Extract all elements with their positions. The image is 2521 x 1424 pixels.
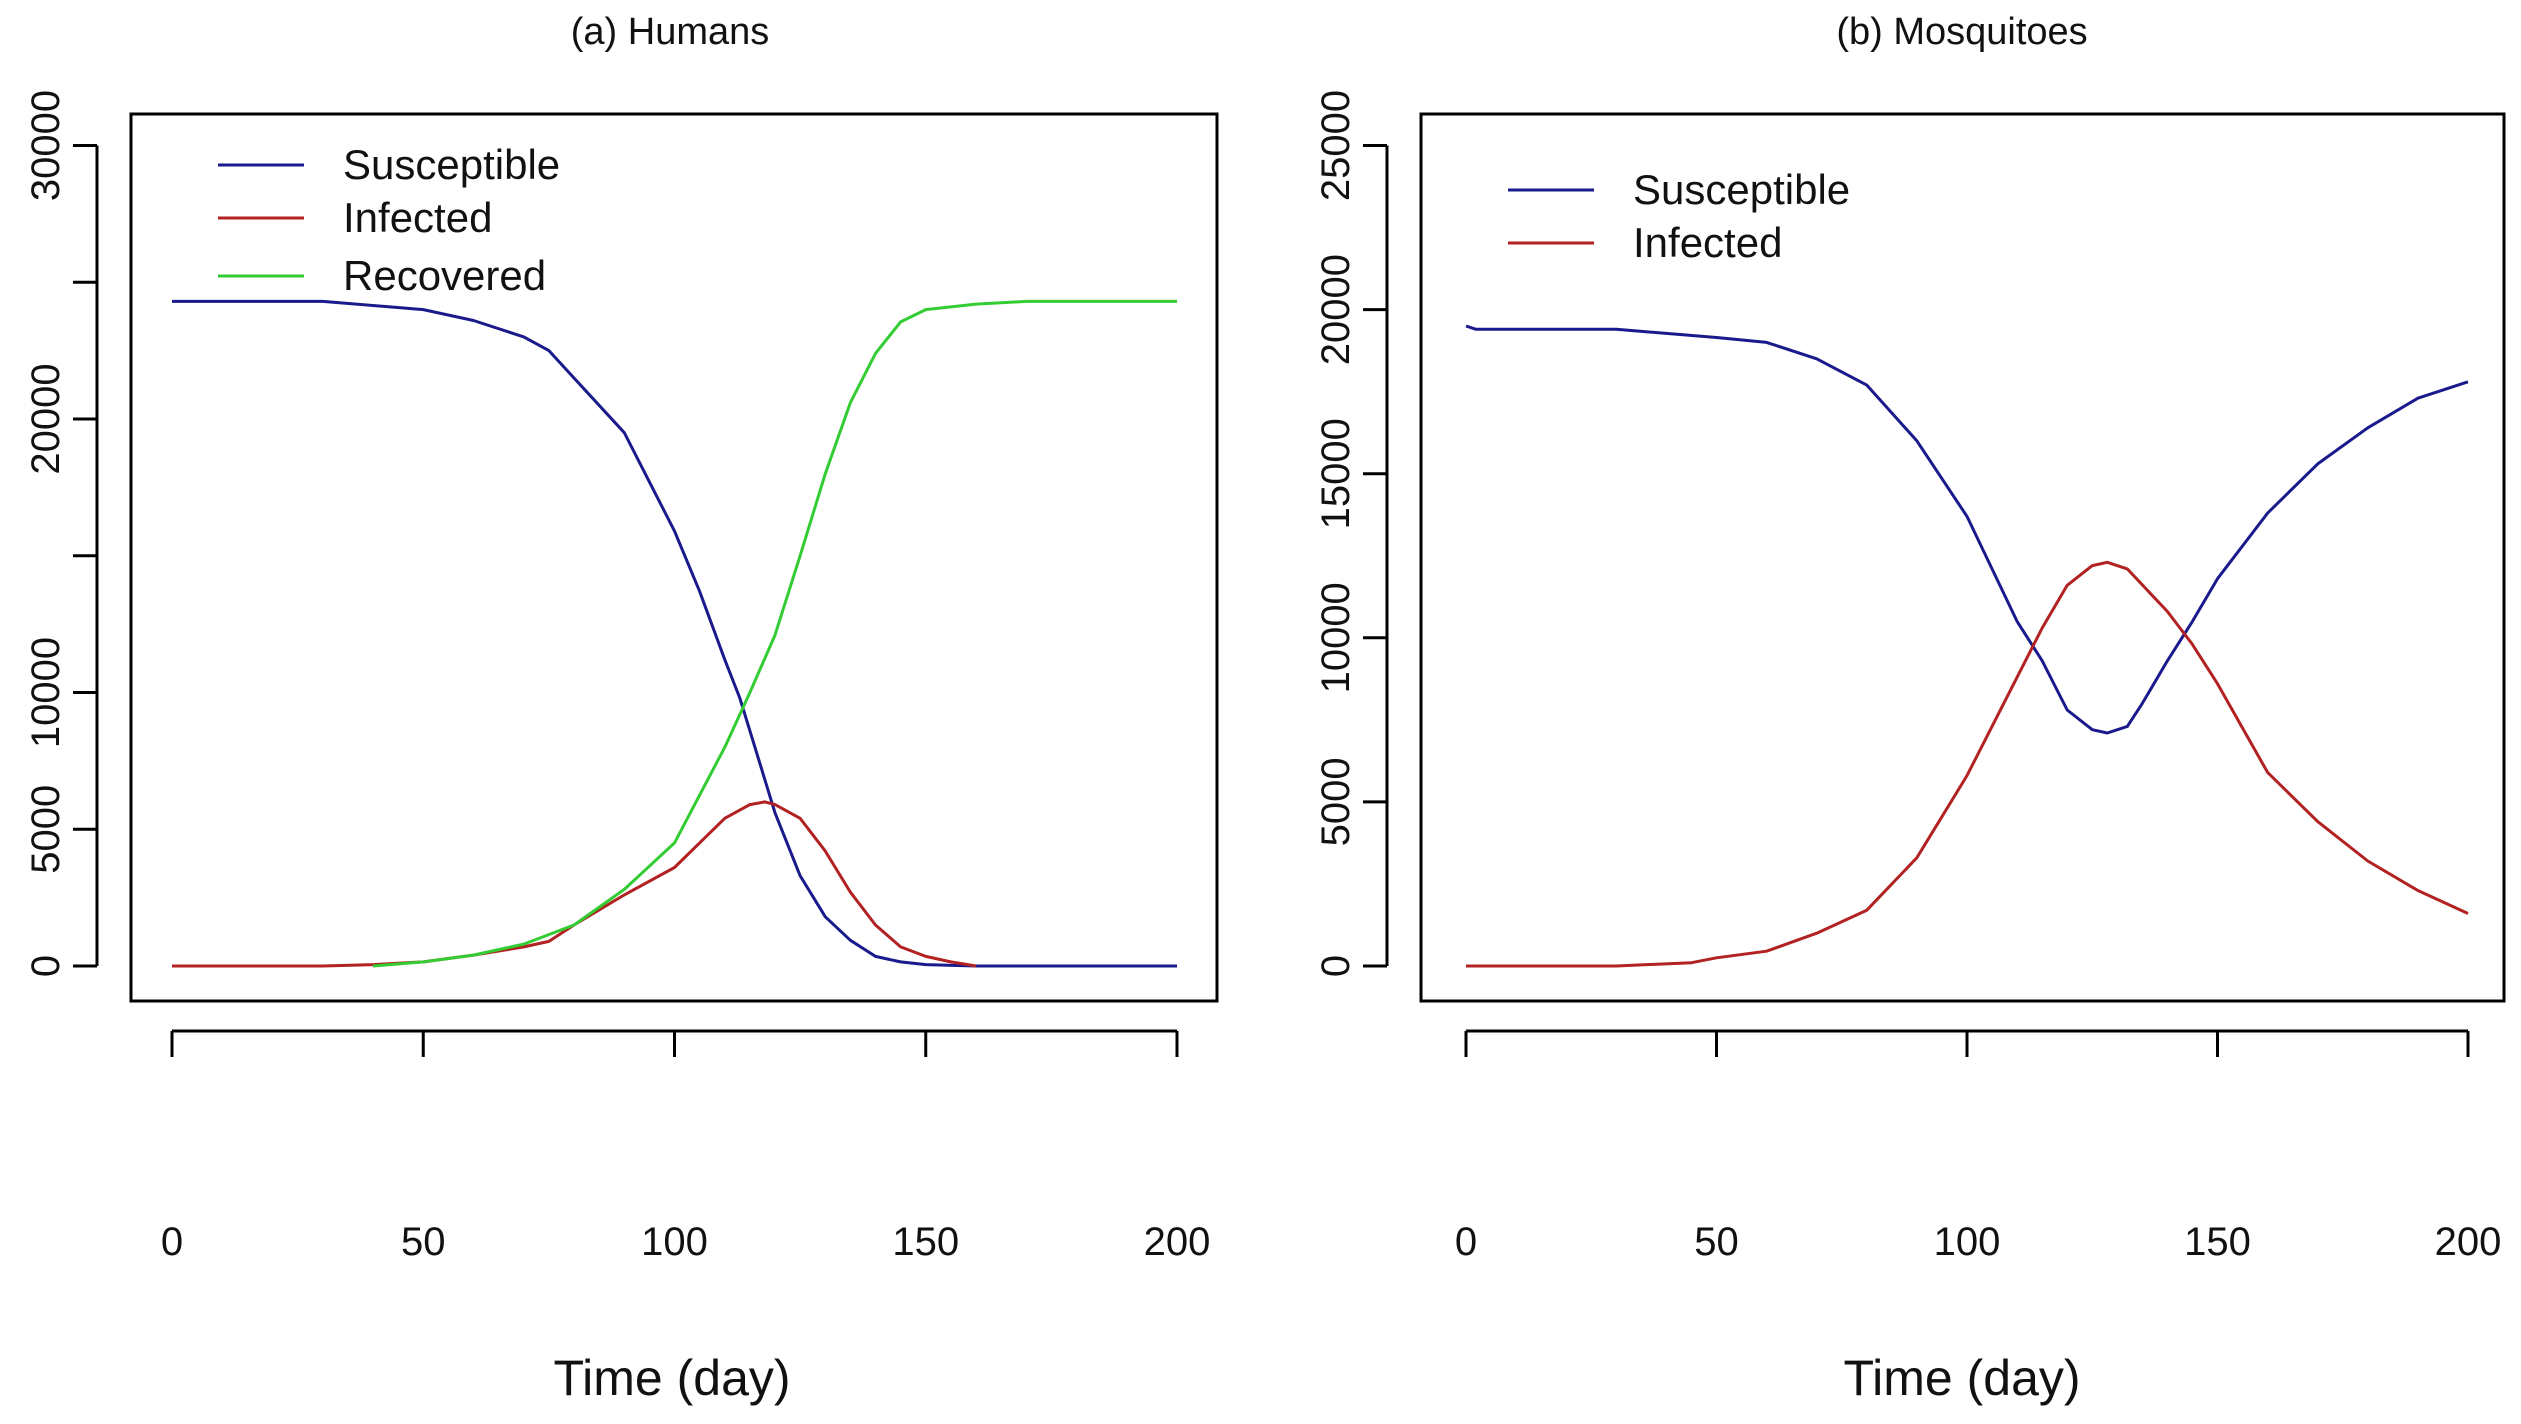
y-tick-label: 10000 — [24, 637, 68, 748]
y-tick-label: 30000 — [24, 90, 68, 201]
x-tick-label: 100 — [641, 1220, 708, 1264]
y-tick-label: 0 — [1314, 955, 1358, 977]
x-tick-label: 150 — [2184, 1220, 2251, 1264]
legend-label-susceptible: Susceptible — [1633, 166, 1850, 213]
series-line-recovered — [372, 299, 1177, 968]
x-tick-label: 100 — [1934, 1220, 2001, 1264]
series-line-infected — [1466, 560, 2469, 968]
y-tick-label: 15000 — [1314, 418, 1358, 529]
x-tick-label: 50 — [401, 1220, 446, 1264]
x-tick-label: 0 — [161, 1220, 183, 1264]
x-axis-label: Time (day) — [1843, 1350, 2080, 1406]
y-tick-label: 10000 — [1314, 582, 1358, 693]
series-line-infected — [172, 800, 977, 968]
y-tick-label: 20000 — [1314, 254, 1358, 365]
series-line-susceptible — [1465, 324, 2469, 735]
plot-frame — [1419, 112, 2506, 1003]
panel-humans: (a) Humans Time (day) 0 50 100 150 200 0 5000 1… — [24, 11, 1219, 1406]
y-tick-label: 25000 — [1314, 90, 1358, 201]
x-tick-label: 0 — [1455, 1220, 1477, 1264]
y-tick-label: 5000 — [24, 785, 68, 874]
panel-mosquitoes: (b) Mosquitoes Time (day) 0 50 100 150 200 0 5… — [1314, 11, 2506, 1406]
x-tick-label: 50 — [1694, 1220, 1739, 1264]
y-tick-label: 0 — [24, 955, 68, 977]
legend-label-infected: Infected — [1633, 219, 1782, 266]
x-axis-label: Time (day) — [553, 1350, 790, 1406]
y-tick-label: 20000 — [24, 363, 68, 474]
x-tick-label: 150 — [892, 1220, 959, 1264]
x-tick-label: 200 — [2435, 1220, 2502, 1264]
legend-label-infected: Infected — [343, 194, 492, 241]
y-tick-label: 5000 — [1314, 757, 1358, 846]
x-tick-label: 200 — [1144, 1220, 1211, 1264]
chart-title: (a) Humans — [571, 11, 770, 53]
series-line-susceptible — [172, 299, 1177, 968]
plot-frame — [129, 112, 1219, 1003]
legend-label-susceptible: Susceptible — [343, 141, 560, 188]
legend-label-recovered: Recovered — [343, 252, 546, 299]
chart-title: (b) Mosquitoes — [1836, 11, 2087, 53]
